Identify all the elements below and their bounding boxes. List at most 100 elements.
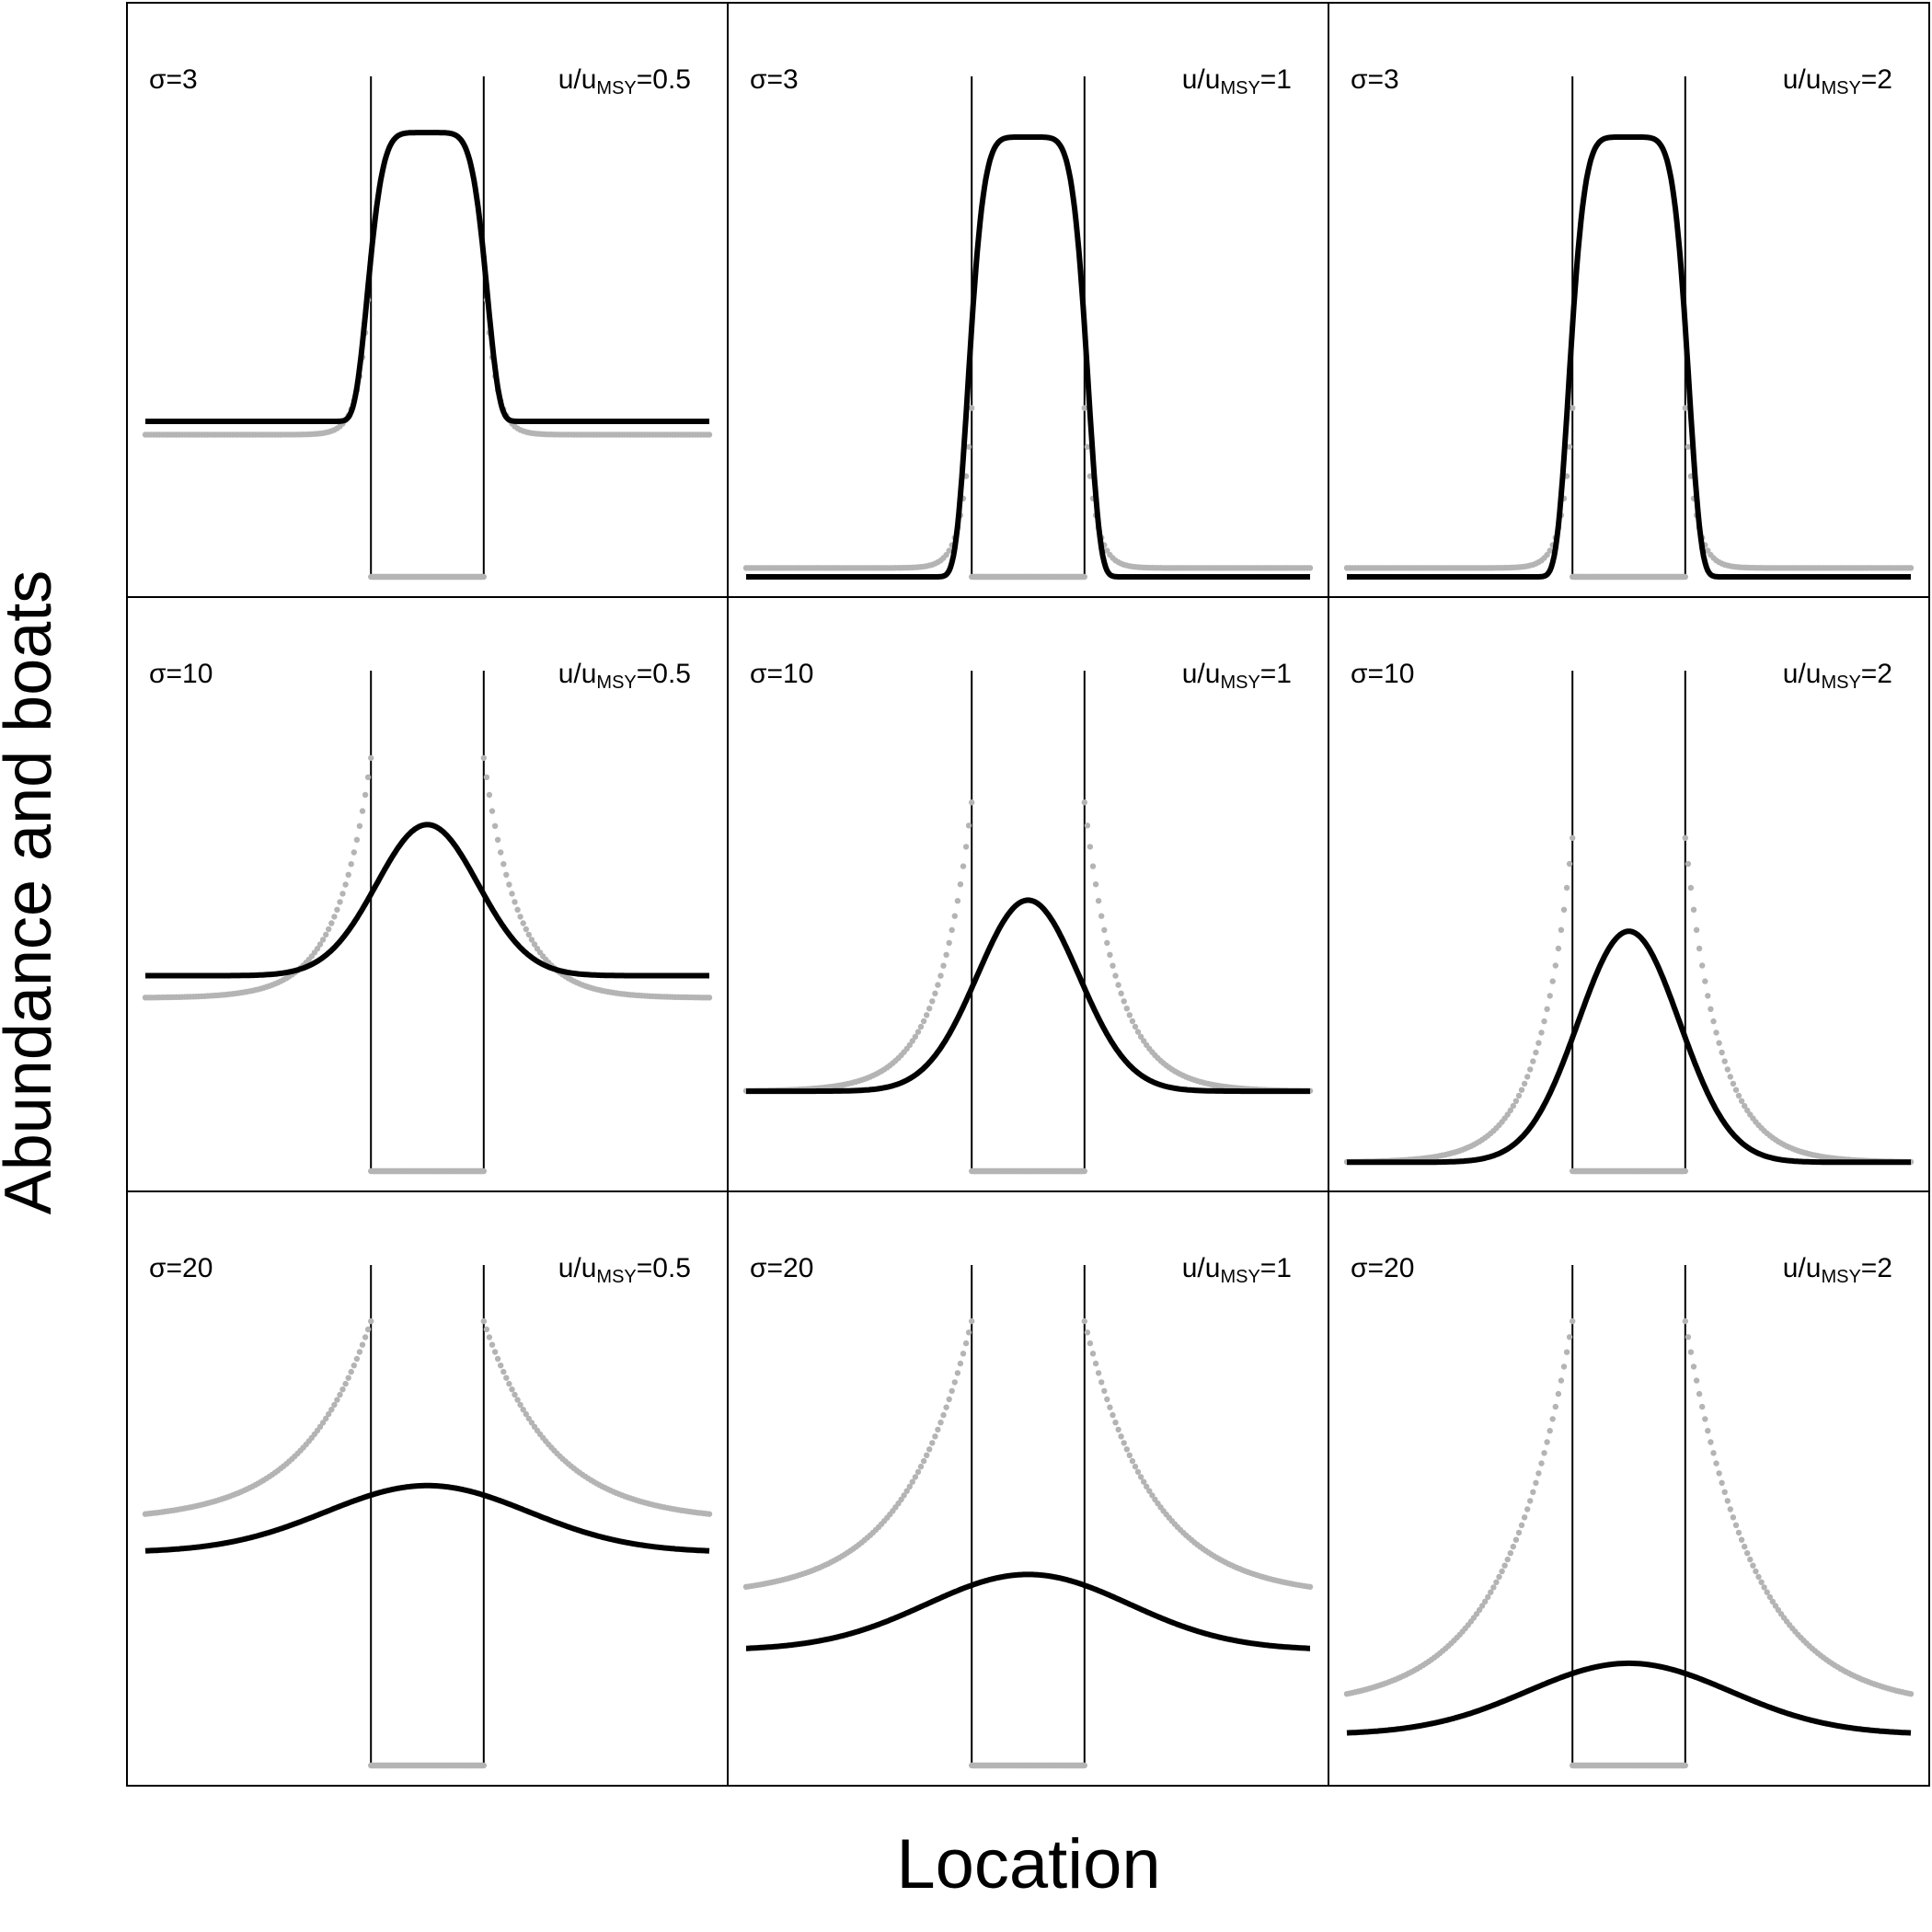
boats-point [920, 1018, 927, 1025]
boats-point [1112, 1420, 1119, 1426]
boats-point [898, 1496, 904, 1503]
boats-point [1530, 1489, 1536, 1496]
boats-point [1101, 1387, 1108, 1395]
boats-point [1744, 1107, 1751, 1114]
boats-point [1687, 884, 1695, 891]
boats-point [951, 1379, 959, 1386]
boats-point [1708, 1439, 1714, 1445]
boats-series [142, 1317, 713, 1769]
boats-point [1721, 1058, 1728, 1064]
boats-point [1081, 573, 1088, 581]
boats-point [1705, 993, 1711, 999]
boats-point [1719, 1049, 1725, 1056]
boats-point [486, 791, 493, 799]
boats-point [494, 1355, 501, 1363]
boats-point [334, 1397, 340, 1403]
boats-point [1104, 1396, 1110, 1403]
boats-point [1538, 1460, 1545, 1466]
boats-point [1544, 1439, 1550, 1445]
boats-point [1115, 982, 1121, 988]
boats-point [1512, 1536, 1520, 1543]
boats-point [328, 1407, 335, 1413]
boats-point [1112, 972, 1119, 979]
boats-point [1527, 1066, 1534, 1073]
boats-point [500, 1368, 507, 1375]
boats-point [914, 1468, 922, 1476]
boats-point [1724, 1066, 1731, 1073]
boats-point [342, 881, 349, 888]
boats-series [742, 1317, 1314, 1769]
boats-point [1081, 1167, 1088, 1175]
boats-point [1766, 1593, 1774, 1601]
boats-point [1146, 1488, 1153, 1494]
boats-point [503, 1374, 510, 1381]
boats-point [1555, 945, 1562, 952]
sigma-label: σ=20 [750, 1253, 813, 1283]
boats-point [706, 995, 713, 1001]
boats-point [1149, 1492, 1156, 1499]
boats-point [920, 1457, 927, 1465]
boats-point [1535, 1040, 1542, 1046]
boats-point [480, 573, 487, 581]
boats-point [949, 1387, 955, 1395]
boats-point [1727, 1074, 1734, 1080]
panel-r0-c1: σ=3 u/uMSY=1 [727, 2, 1329, 598]
boats-point [901, 1492, 907, 1499]
boats-point [1547, 993, 1553, 999]
boats-point [1682, 1167, 1689, 1175]
boats-point [1687, 1349, 1695, 1355]
boats-point [520, 920, 526, 926]
boats-point [912, 1474, 919, 1480]
boats-point [1769, 1598, 1777, 1605]
boats-point [1724, 1498, 1731, 1504]
boats-point [954, 1370, 961, 1376]
boats-point [1570, 405, 1576, 411]
boats-point [1524, 1506, 1531, 1512]
boats-point [1727, 1506, 1734, 1512]
boats-series [142, 254, 713, 581]
abundance-line [1345, 1660, 1913, 1736]
boats-point [1123, 1006, 1131, 1012]
boats-point [1092, 881, 1099, 888]
boats-series [742, 405, 1314, 581]
ratio-label: u/uMSY=2 [1783, 64, 1892, 98]
boats-point [359, 1341, 366, 1348]
boats-point [954, 898, 961, 904]
boats-point [1742, 1102, 1748, 1110]
boats-point [339, 891, 346, 897]
boats-point [909, 1038, 915, 1044]
boats-point [517, 914, 523, 920]
boats-point [323, 931, 329, 938]
boats-point [351, 849, 357, 856]
boats-point [1742, 1543, 1748, 1550]
boats-point [951, 913, 959, 919]
boats-point [1107, 951, 1113, 959]
boats-point [706, 431, 713, 438]
boats-point [323, 1415, 329, 1422]
boats-point [1515, 1529, 1523, 1536]
sigma-label: σ=20 [149, 1253, 213, 1283]
boats-point [1144, 1483, 1150, 1490]
boats-point [359, 808, 366, 814]
boats-point [1549, 978, 1556, 984]
boats-point [364, 1326, 372, 1333]
boats-point [1713, 1460, 1719, 1466]
boats-point [1563, 884, 1570, 891]
boats-point [1747, 1556, 1754, 1563]
boats-point [1538, 1029, 1545, 1036]
boats-point [924, 1012, 930, 1018]
boats-point [509, 891, 515, 897]
boats-point [1126, 1452, 1133, 1459]
boats-series [1343, 834, 1915, 1175]
boats-point [946, 939, 952, 947]
boats-point [328, 920, 335, 926]
ratio-label: u/uMSY=1 [1182, 64, 1292, 98]
ratio-label: u/uMSY=0.5 [558, 1253, 691, 1287]
boats-point [1137, 1033, 1144, 1041]
panel-r1-c2: σ=10 u/uMSY=2 [1328, 596, 1930, 1192]
boats-point [1682, 405, 1689, 411]
boats-point [1685, 443, 1692, 450]
boats-point [917, 1023, 925, 1030]
boats-point [1530, 1058, 1536, 1064]
